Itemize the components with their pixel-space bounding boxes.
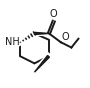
Text: O: O bbox=[50, 9, 58, 19]
Polygon shape bbox=[34, 32, 49, 34]
Text: O: O bbox=[61, 32, 69, 42]
Text: NH: NH bbox=[5, 37, 19, 47]
Polygon shape bbox=[34, 56, 49, 72]
